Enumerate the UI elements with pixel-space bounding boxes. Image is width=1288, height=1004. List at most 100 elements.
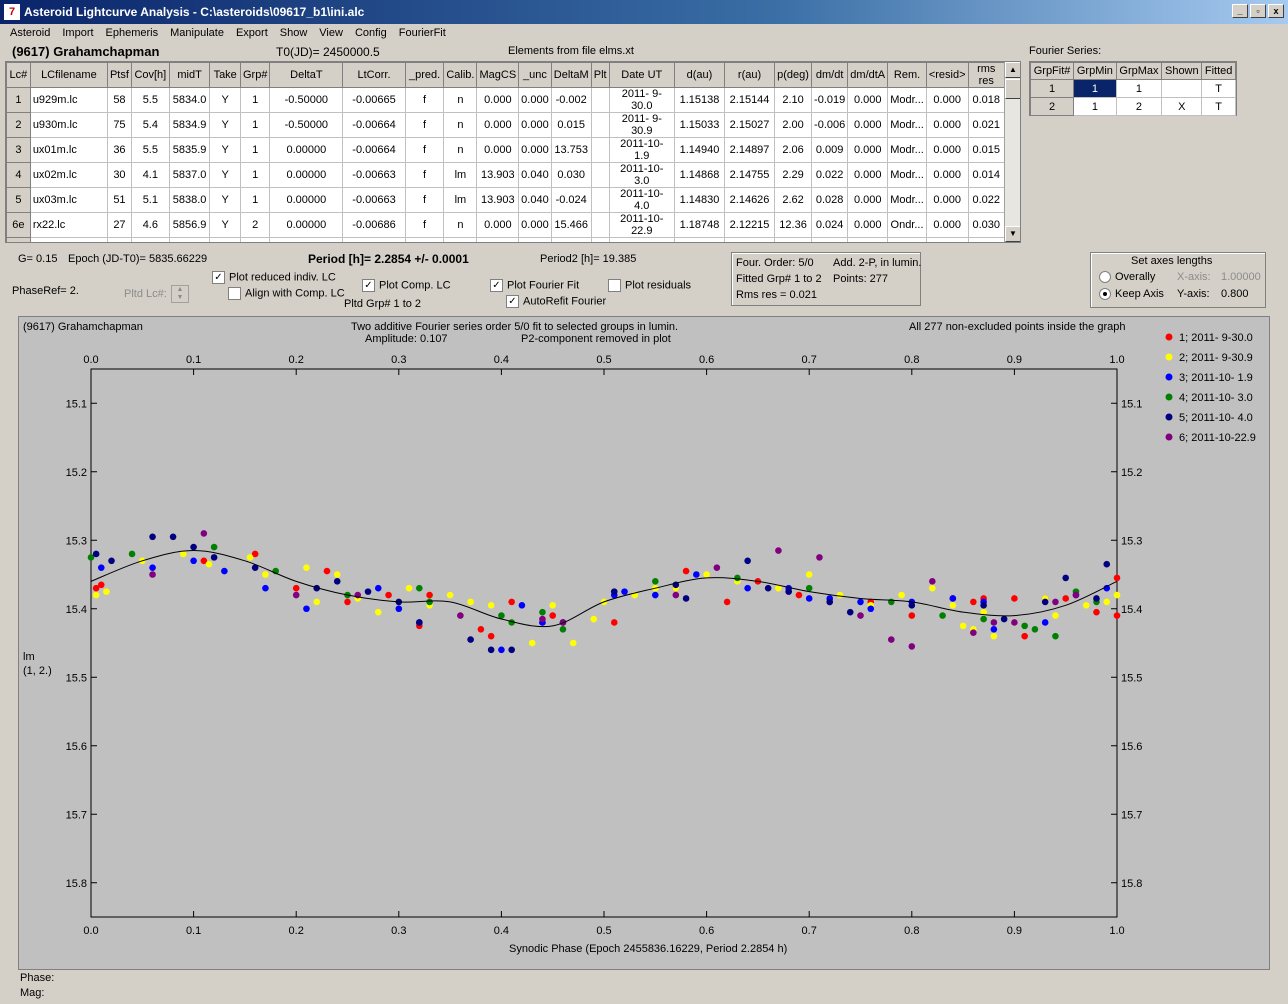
table-cell[interactable] <box>847 237 889 242</box>
table-cell[interactable]: 0.000 <box>925 187 969 213</box>
table-cell[interactable]: ux02m.lc <box>29 162 108 188</box>
table-cell[interactable]: Y <box>209 137 241 163</box>
column-header[interactable]: _pred. <box>404 62 445 88</box>
table-row[interactable]: 4 ux02m.lc 30 4.1 5837.0 Y 1 0.00000 -0.00663 f lm… <box>6 162 1006 188</box>
row-header[interactable]: 4 <box>6 162 31 188</box>
close-button[interactable]: x <box>1268 4 1284 18</box>
table-cell[interactable]: 2011-10- 1.9 <box>608 137 675 163</box>
table-cell[interactable] <box>342 237 406 242</box>
table-cell[interactable] <box>608 237 675 242</box>
table-cell[interactable]: 2.14897 <box>723 137 776 163</box>
table-cell[interactable]: 2.12215 <box>723 212 776 238</box>
table-cell[interactable] <box>443 237 478 242</box>
table-cell[interactable]: 2.29 <box>774 162 813 188</box>
table-cell[interactable]: 1 <box>239 137 271 163</box>
table-cell[interactable]: rx22.lc <box>29 212 108 238</box>
table-cell[interactable] <box>590 237 610 242</box>
table-cell[interactable]: 0.000 <box>925 87 969 113</box>
table-cell[interactable]: 1.15138 <box>673 87 726 113</box>
table-cell[interactable]: 0.040 <box>518 162 552 188</box>
table-cell[interactable]: 1.15033 <box>673 112 726 138</box>
fourier-cell[interactable]: 1 <box>1073 79 1117 98</box>
menu-asteroid[interactable]: Asteroid <box>10 27 51 39</box>
row-header[interactable]: 2 <box>6 112 31 138</box>
table-cell[interactable]: 1.14830 <box>673 187 726 213</box>
table-cell[interactable]: Y <box>209 87 241 113</box>
table-row[interactable] <box>6 237 1006 242</box>
table-cell[interactable]: 0.000 <box>476 137 520 163</box>
column-header[interactable]: DeltaM <box>550 62 592 88</box>
align-comp-checkbox[interactable]: Align with Comp. LC <box>228 287 345 300</box>
table-cell[interactable] <box>673 237 726 242</box>
column-header[interactable]: <resid> <box>925 62 969 88</box>
table-cell[interactable]: 1 <box>239 87 271 113</box>
table-cell[interactable]: 0.028 <box>811 187 849 213</box>
table-cell[interactable]: -0.024 <box>550 187 592 213</box>
table-cell[interactable]: f <box>404 212 445 238</box>
table-cell[interactable]: 0.009 <box>811 137 849 163</box>
column-header[interactable]: DeltaT <box>269 62 344 88</box>
table-cell[interactable]: 0.000 <box>925 162 969 188</box>
table-cell[interactable]: 27 <box>106 212 132 238</box>
table-cell[interactable] <box>590 187 610 213</box>
fourier-cell[interactable]: T <box>1201 97 1236 116</box>
table-cell[interactable]: 0.000 <box>847 87 889 113</box>
table-cell[interactable]: 1 <box>239 112 271 138</box>
plot-comp-checkbox[interactable]: ✓ Plot Comp. LC <box>362 279 451 292</box>
column-header[interactable]: p(deg) <box>774 62 813 88</box>
table-cell[interactable] <box>967 237 1006 242</box>
column-header[interactable]: Date UT <box>608 62 675 88</box>
table-cell[interactable]: 5.5 <box>130 87 170 113</box>
table-cell[interactable]: 2011-10- 3.0 <box>608 162 675 188</box>
table-cell[interactable] <box>518 237 552 242</box>
column-header[interactable]: dm/dt <box>811 62 849 88</box>
table-cell[interactable]: f <box>404 187 445 213</box>
fourier-cell[interactable]: 1 <box>1115 79 1163 98</box>
table-cell[interactable]: 5838.0 <box>168 187 211 213</box>
table-cell[interactable]: -0.00665 <box>342 87 406 113</box>
table-cell[interactable] <box>404 237 445 242</box>
table-row[interactable]: 5 ux03m.lc 51 5.1 5838.0 Y 1 0.00000 -0.00663 f lm… <box>6 187 1006 213</box>
table-cell[interactable]: 5.5 <box>130 137 170 163</box>
table-cell[interactable]: 5.1 <box>130 187 170 213</box>
table-cell[interactable]: Y <box>209 162 241 188</box>
table-cell[interactable]: 0.000 <box>518 112 552 138</box>
minimize-button[interactable]: _ <box>1232 4 1248 18</box>
row-header[interactable] <box>6 237 31 242</box>
plot-residuals-checkbox[interactable]: Plot residuals <box>608 279 691 292</box>
table-cell[interactable]: 2.10 <box>774 87 813 113</box>
table-cell[interactable]: 0.021 <box>967 112 1006 138</box>
table-cell[interactable] <box>209 237 241 242</box>
column-header[interactable]: Grp# <box>239 62 271 88</box>
row-header[interactable]: 3 <box>6 137 31 163</box>
fourier-cell[interactable] <box>1161 79 1203 98</box>
table-cell[interactable]: 2.14755 <box>723 162 776 188</box>
table-cell[interactable] <box>925 237 969 242</box>
fourier-cell[interactable]: 1 <box>1029 79 1075 98</box>
table-cell[interactable] <box>269 237 344 242</box>
table-cell[interactable]: 0.000 <box>925 137 969 163</box>
table-cell[interactable]: 15.466 <box>550 212 592 238</box>
table-cell[interactable]: 1.14868 <box>673 162 726 188</box>
table-cell[interactable]: 0.030 <box>550 162 592 188</box>
table-cell[interactable]: 51 <box>106 187 132 213</box>
table-cell[interactable]: Modr... <box>887 137 927 163</box>
table-cell[interactable]: 5834.9 <box>168 112 211 138</box>
keep-axis-radio[interactable]: Keep Axis <box>1099 288 1164 301</box>
fourier-cell[interactable]: 2 <box>1115 97 1163 116</box>
table-cell[interactable]: -0.00663 <box>342 187 406 213</box>
table-cell[interactable]: u930m.lc <box>29 112 108 138</box>
table-cell[interactable] <box>590 162 610 188</box>
table-cell[interactable]: -0.00664 <box>342 112 406 138</box>
column-header[interactable]: Plt <box>590 62 610 88</box>
table-cell[interactable] <box>811 237 849 242</box>
table-cell[interactable]: 2.62 <box>774 187 813 213</box>
table-cell[interactable]: 2 <box>239 212 271 238</box>
table-cell[interactable]: n <box>443 112 478 138</box>
column-header[interactable]: midT <box>168 62 211 88</box>
table-cell[interactable]: -0.00686 <box>342 212 406 238</box>
table-cell[interactable]: 0.014 <box>967 162 1006 188</box>
table-cell[interactable]: 2.15027 <box>723 112 776 138</box>
table-row[interactable]: 1 u929m.lc 58 5.5 5834.0 Y 1 -0.50000 -0.00665 f n… <box>6 87 1006 113</box>
